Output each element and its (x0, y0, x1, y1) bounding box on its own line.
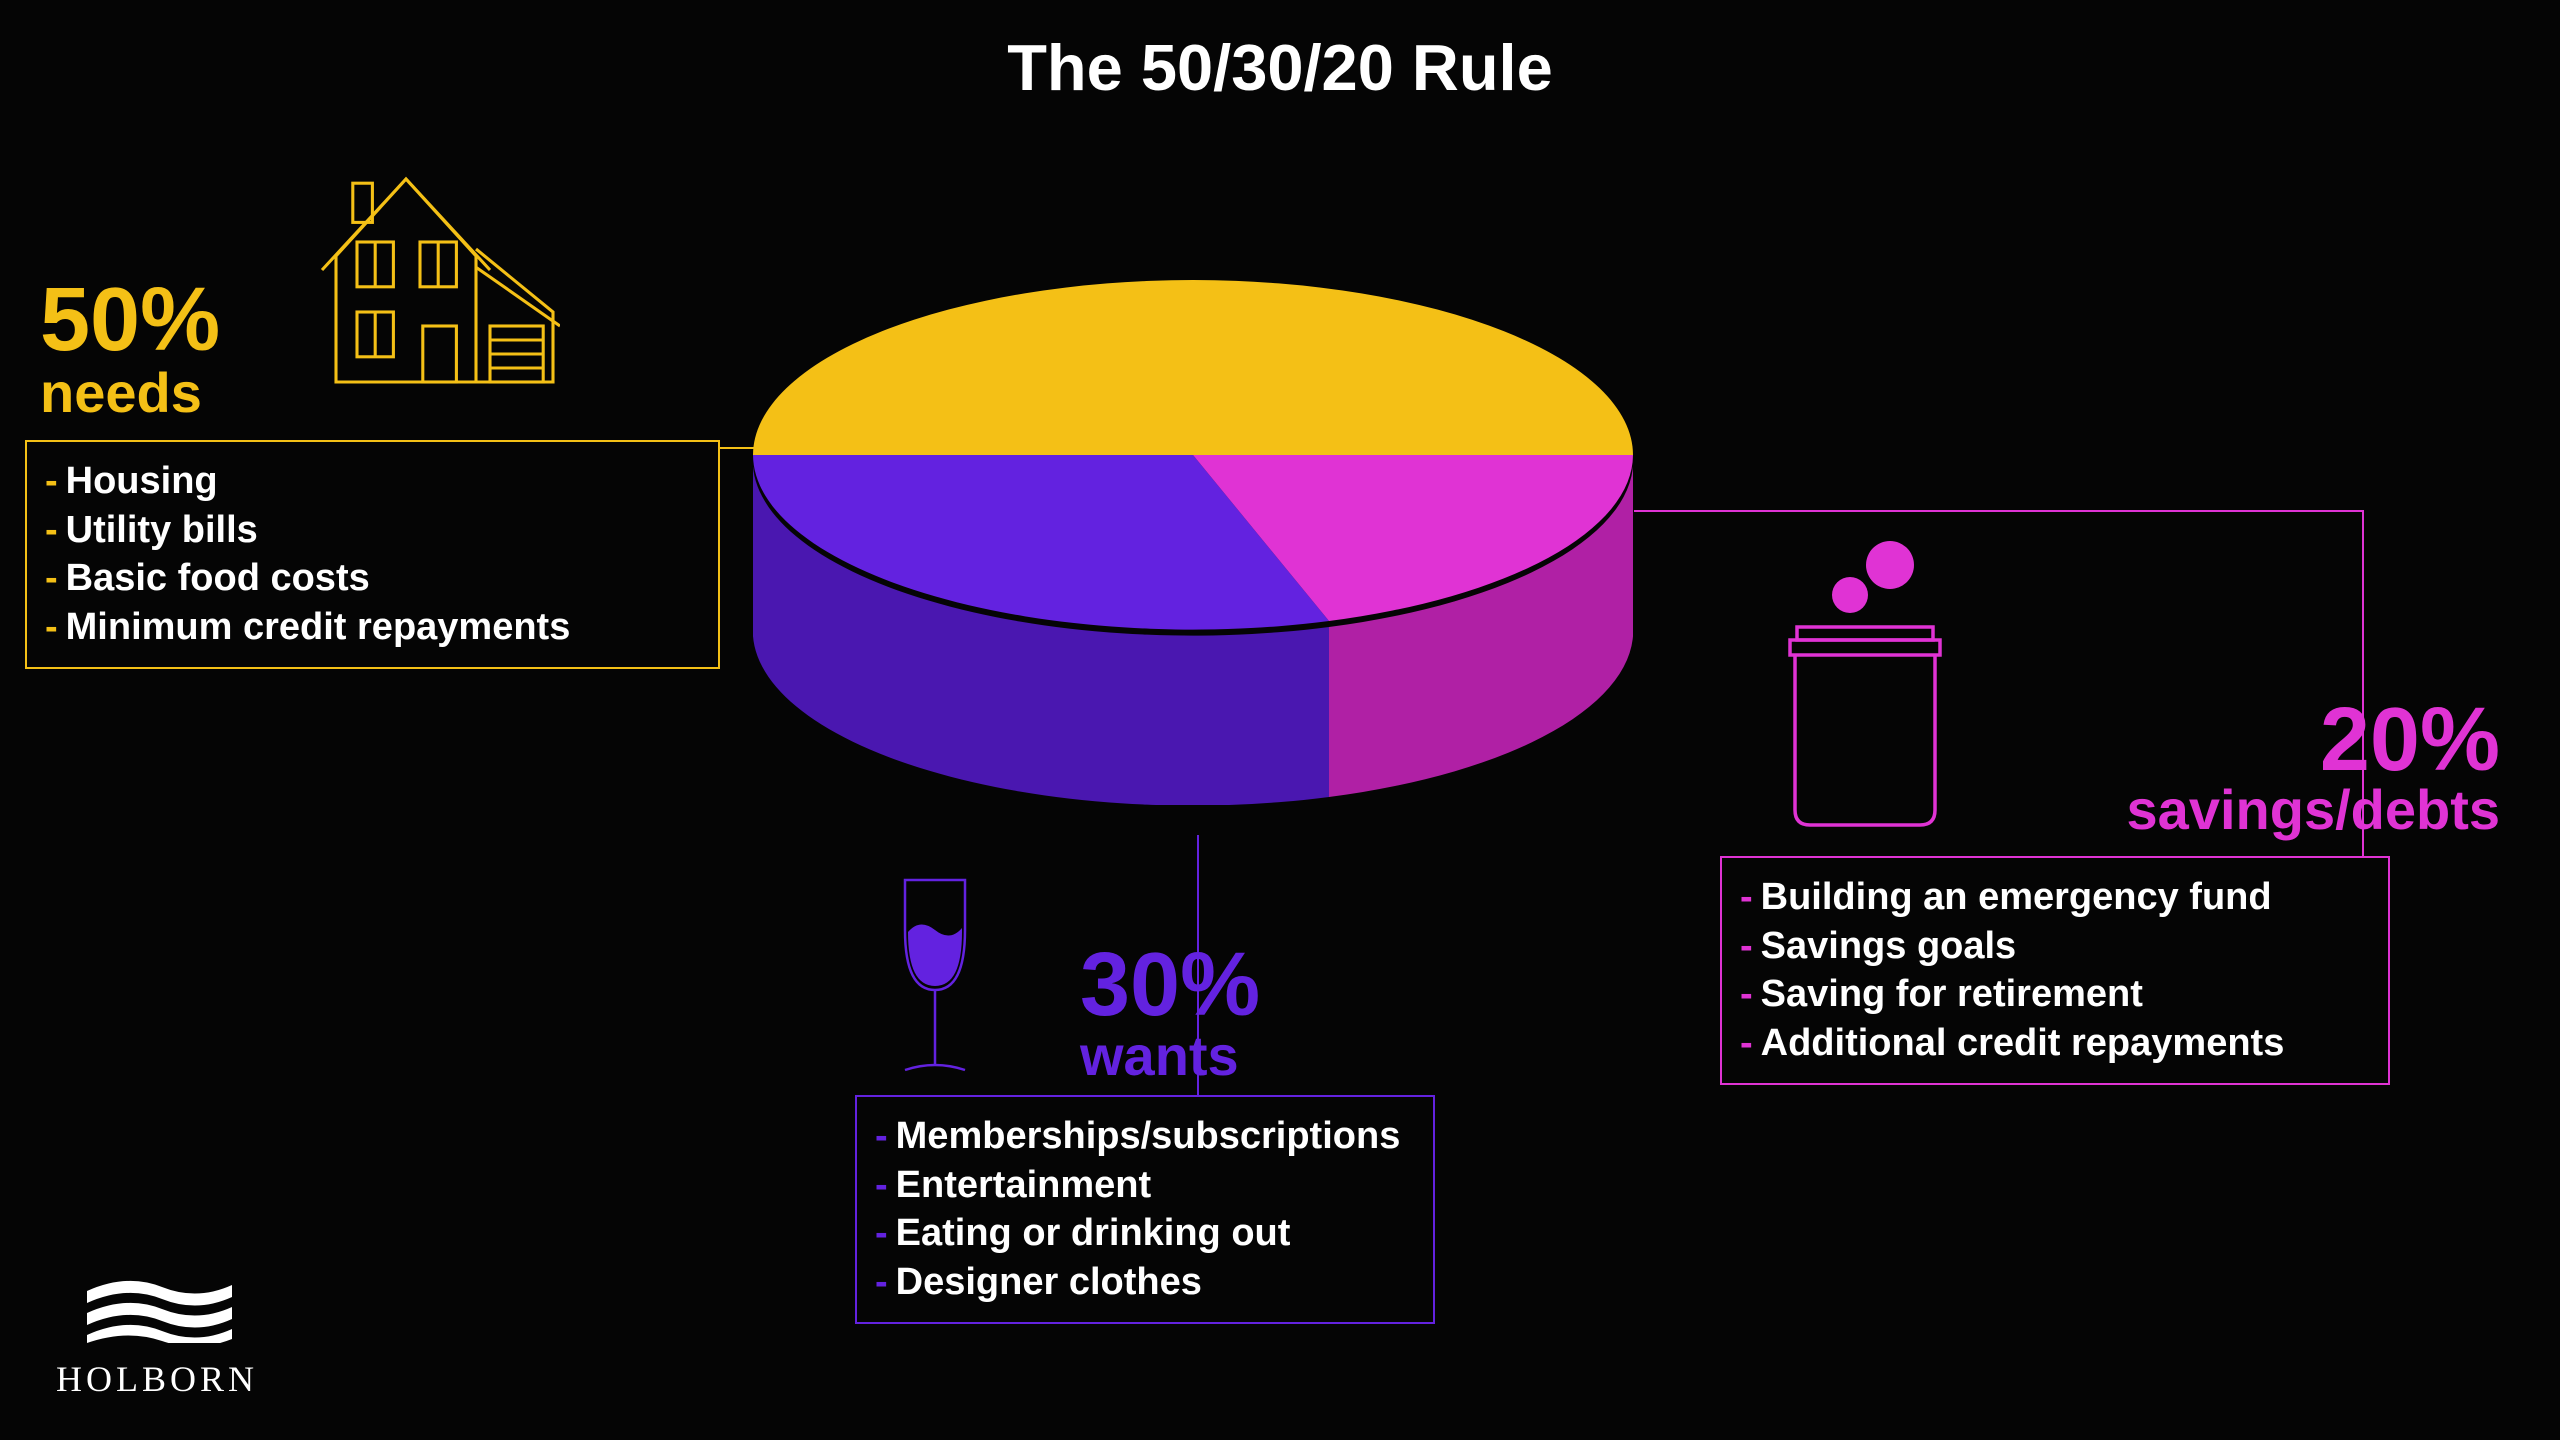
savings-label: savings/debts (2127, 782, 2500, 838)
wants-box: -Memberships/subscriptions-Entertainment… (855, 1095, 1435, 1324)
list-item: -Entertainment (875, 1161, 1415, 1210)
needs-list: -Housing-Utility bills-Basic food costs-… (45, 457, 700, 652)
list-item: -Designer clothes (875, 1258, 1415, 1307)
list-item: -Additional credit repayments (1740, 1019, 2370, 1068)
jar-icon (1755, 535, 1975, 835)
list-item: -Saving for retirement (1740, 970, 2370, 1019)
connector-needs (720, 447, 840, 449)
logo: HOLBORN (42, 1273, 272, 1400)
list-item: -Eating or drinking out (875, 1209, 1415, 1258)
list-item: -Savings goals (1740, 922, 2370, 971)
logo-waves-icon (77, 1273, 237, 1343)
savings-box: -Building an emergency fund-Savings goal… (1720, 856, 2390, 1085)
connector-savings-h (1634, 510, 2364, 512)
needs-percent: 50% (40, 275, 220, 365)
pie-chart (753, 280, 1633, 840)
pie-slice-needs (753, 280, 1633, 455)
savings-list: -Building an emergency fund-Savings goal… (1740, 873, 2370, 1068)
list-item: -Memberships/subscriptions (875, 1112, 1415, 1161)
logo-text: HOLBORN (42, 1358, 272, 1400)
connector-wants (1197, 835, 1199, 1095)
needs-label: needs (40, 365, 202, 421)
list-item: -Utility bills (45, 506, 700, 555)
house-icon (280, 130, 560, 410)
list-item: -Minimum credit repayments (45, 603, 700, 652)
wine-glass-icon (875, 870, 995, 1090)
page-title: The 50/30/20 Rule (0, 30, 2560, 105)
savings-percent: 20% (2320, 695, 2500, 785)
list-item: -Housing (45, 457, 700, 506)
list-item: -Building an emergency fund (1740, 873, 2370, 922)
connector-savings-v (2362, 510, 2364, 858)
list-item: -Basic food costs (45, 554, 700, 603)
wants-percent: 30% (1080, 940, 1260, 1030)
wants-list: -Memberships/subscriptions-Entertainment… (875, 1112, 1415, 1307)
wants-label: wants (1080, 1028, 1239, 1084)
needs-box: -Housing-Utility bills-Basic food costs-… (25, 440, 720, 669)
pie-top (753, 280, 1633, 630)
